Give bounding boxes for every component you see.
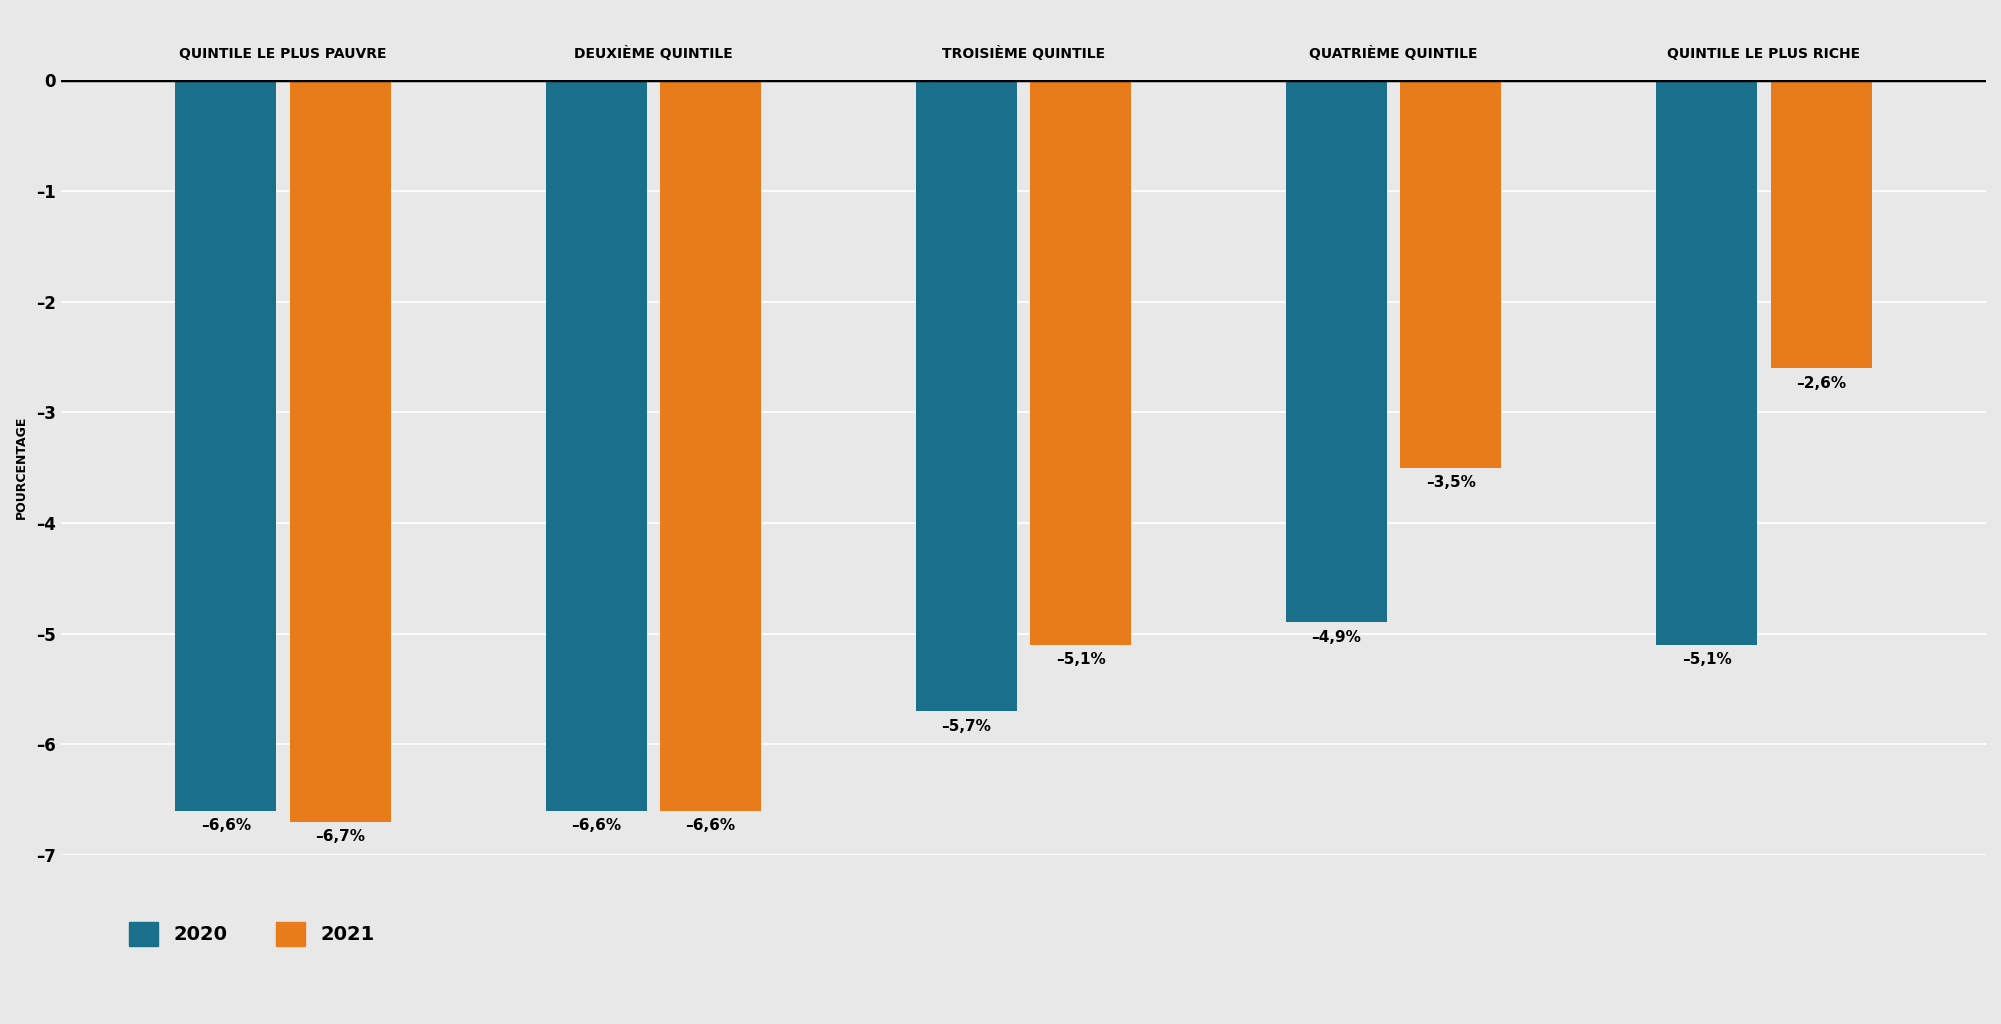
Text: –5,7%: –5,7% (940, 719, 990, 734)
Text: –6,6%: –6,6% (570, 818, 620, 834)
Legend: 2020, 2021: 2020, 2021 (128, 922, 374, 946)
Bar (1401, 81, 1501, 468)
Bar (1031, 81, 1131, 644)
Text: –2,6%: –2,6% (1797, 376, 1847, 391)
Text: QUINTILE LE PLUS RICHE: QUINTILE LE PLUS RICHE (1667, 47, 1861, 61)
Text: –6,7%: –6,7% (316, 829, 366, 845)
Text: –3,5%: –3,5% (1427, 475, 1477, 490)
Text: DEUXIÈME QUINTILE: DEUXIÈME QUINTILE (574, 46, 732, 61)
Bar (1657, 81, 1757, 644)
Bar (1287, 81, 1387, 623)
Bar (916, 81, 1017, 711)
Text: –6,6%: –6,6% (686, 818, 736, 834)
Bar (660, 81, 760, 811)
Text: –5,1%: –5,1% (1681, 652, 1731, 668)
Text: QUATRIÈME QUINTILE: QUATRIÈME QUINTILE (1309, 46, 1479, 61)
Bar (546, 81, 646, 811)
Text: –5,1%: –5,1% (1057, 652, 1107, 668)
Text: QUINTILE LE PLUS PAUVRE: QUINTILE LE PLUS PAUVRE (180, 47, 386, 61)
Text: –4,9%: –4,9% (1311, 630, 1361, 645)
Text: –6,6%: –6,6% (200, 818, 250, 834)
Bar (176, 81, 276, 811)
Y-axis label: POURCENTAGE: POURCENTAGE (14, 416, 28, 519)
Bar (290, 81, 390, 821)
Bar (1771, 81, 1871, 368)
Text: TROISIÈME QUINTILE: TROISIÈME QUINTILE (942, 46, 1105, 61)
